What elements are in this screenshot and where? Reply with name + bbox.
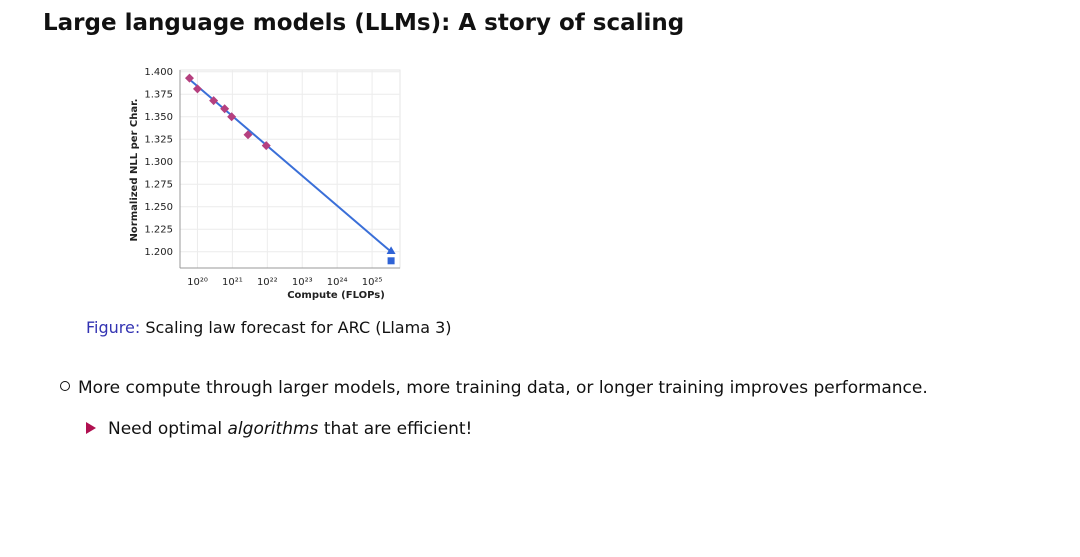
bullet-text: Need optimal bbox=[108, 419, 228, 439]
data-point bbox=[209, 96, 219, 106]
y-tick-label: 1.375 bbox=[144, 89, 173, 100]
bullet-text: that are efficient! bbox=[318, 419, 473, 439]
x-tick-label: 10²³ bbox=[292, 277, 313, 288]
y-tick-label: 1.400 bbox=[144, 67, 173, 78]
caption-label: Figure: bbox=[86, 318, 141, 337]
bullet-text: More compute through larger models, more… bbox=[78, 378, 928, 398]
y-tick-label: 1.325 bbox=[144, 134, 173, 145]
data-point bbox=[192, 84, 202, 94]
data-point bbox=[243, 130, 253, 140]
y-axis-label: Normalized NLL per Char. bbox=[129, 99, 140, 242]
data-point bbox=[227, 112, 237, 122]
bullet-text: algorithms bbox=[227, 419, 319, 439]
x-tick-label: 10²⁰ bbox=[187, 277, 208, 288]
x-axis-label: Compute (FLOPs) bbox=[287, 290, 385, 301]
data-point bbox=[184, 73, 194, 83]
y-tick-label: 1.350 bbox=[144, 112, 173, 123]
y-tick-label: 1.200 bbox=[144, 247, 173, 258]
caption-text: Scaling law forecast for ARC (Llama 3) bbox=[145, 318, 452, 337]
x-tick-label: 10²² bbox=[257, 277, 278, 288]
fit-line bbox=[186, 76, 392, 253]
y-tick-label: 1.225 bbox=[144, 224, 173, 235]
y-tick-label: 1.275 bbox=[144, 179, 173, 190]
data-point bbox=[387, 257, 395, 265]
y-tick-label: 1.300 bbox=[144, 157, 173, 168]
slide-title: Large language models (LLMs): A story of… bbox=[43, 10, 685, 36]
x-tick-label: 10²¹ bbox=[222, 277, 243, 288]
data-point bbox=[220, 104, 230, 114]
bullet: More compute through larger models, more… bbox=[60, 378, 928, 398]
figure-caption: Figure: Scaling law forecast for ARC (Ll… bbox=[86, 318, 452, 337]
bullet-marker bbox=[60, 381, 70, 391]
y-tick-label: 1.250 bbox=[144, 202, 173, 213]
chart: Compute (FLOPs) Normalized NLL per Char.… bbox=[129, 67, 401, 301]
bullet-marker bbox=[86, 422, 96, 434]
x-tick-label: 10²⁵ bbox=[362, 277, 383, 288]
x-tick-label: 10²⁴ bbox=[327, 277, 348, 288]
bullet: Need optimal algorithms that are efficie… bbox=[86, 419, 472, 439]
data-point bbox=[261, 141, 271, 151]
data-point bbox=[386, 246, 396, 255]
